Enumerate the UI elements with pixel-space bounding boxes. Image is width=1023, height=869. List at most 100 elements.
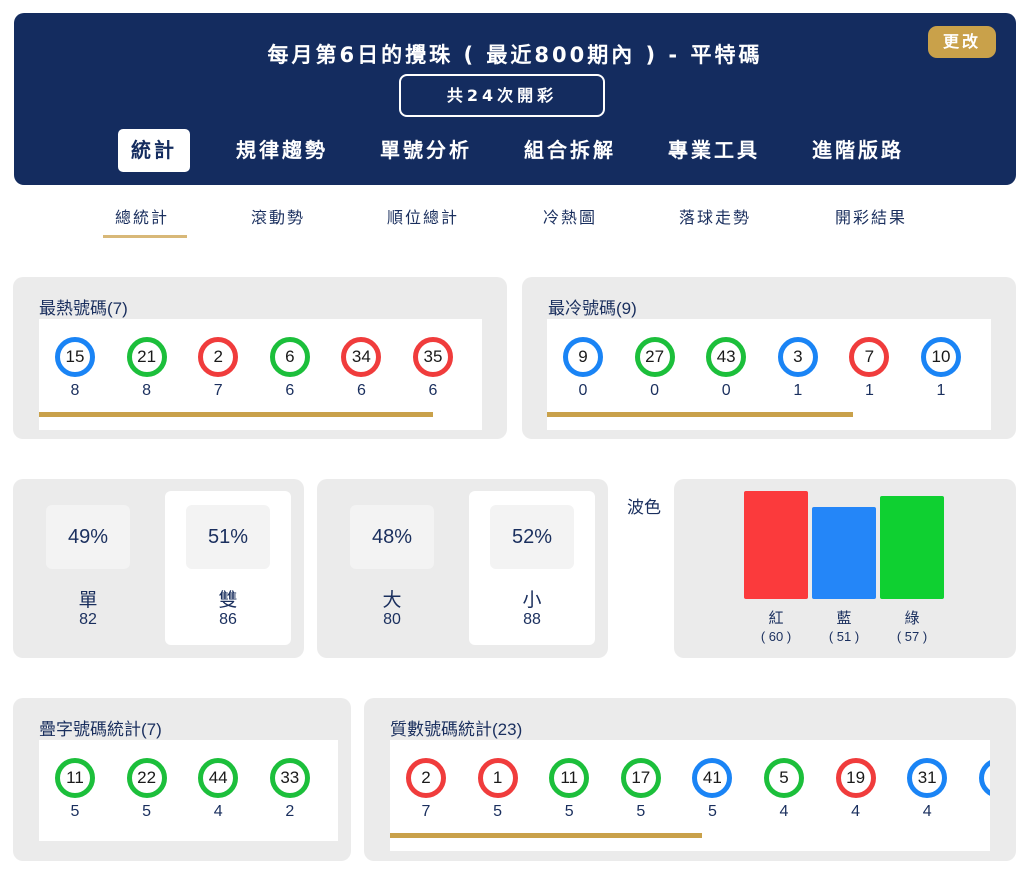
tab-trends[interactable]: 規律趨勢	[236, 138, 328, 162]
odd-even-card: 49% 單 82 51% 雙 86	[13, 479, 304, 658]
ball-item[interactable]: 44 4	[188, 758, 248, 821]
number-ball: 7	[849, 337, 890, 377]
ball-count: 0	[650, 382, 660, 399]
ball-count: 7	[213, 382, 223, 399]
ball-item[interactable]: 41 5	[682, 758, 742, 821]
subtab-position[interactable]: 順位總計	[387, 208, 460, 227]
ball-item[interactable]: 11 5	[539, 758, 599, 821]
big-label: 大	[382, 590, 402, 611]
ball-count: 6	[285, 382, 295, 399]
main-tabs: 統計 規律趨勢 單號分析 組合拆解 專業工具 進階版路	[14, 129, 1016, 173]
ball-item[interactable]: 31 4	[897, 758, 957, 821]
number-ball: 9	[563, 337, 603, 377]
number-ball: 31	[907, 758, 948, 798]
even-count: 86	[219, 611, 237, 628]
big-box: 48% 大 80	[329, 491, 455, 645]
tab-stats[interactable]: 統計	[118, 129, 190, 172]
wave-bar-label: 綠	[904, 610, 920, 627]
number-ball: 5	[764, 758, 804, 798]
ball-item[interactable]: 34 6	[331, 337, 391, 400]
ball-count: 4	[922, 803, 932, 820]
wave-bar-label: 藍	[836, 610, 852, 627]
wave-bar-value: ( 51 )	[828, 629, 860, 644]
number-ball: 19	[835, 758, 876, 798]
wave-color-card: 紅 ( 60 ) 藍 ( 51 ) 綠 ( 57 )	[674, 479, 1016, 658]
ball-count: 7	[421, 803, 431, 820]
change-button[interactable]: 更改	[928, 26, 996, 58]
odd-label: 單	[78, 590, 98, 611]
prime-numbers-list[interactable]: 2715115175415541943143	[390, 740, 990, 851]
ball-count: 6	[356, 382, 366, 399]
tab-combination[interactable]: 組合拆解	[524, 138, 616, 162]
ball-item[interactable]: 21 8	[117, 337, 177, 400]
number-ball: 2	[198, 337, 239, 377]
repeat-numbers-card: 疊字號碼統計(7) 11 5 22 5 44 4 33 2	[13, 698, 351, 861]
ball-item[interactable]: 19 4	[826, 758, 886, 821]
ball-count: 1	[936, 382, 946, 399]
number-ball: 3	[777, 337, 818, 377]
number-ball: 41	[692, 758, 733, 798]
header-panel: 每月第6日的攪珠 ( 最近800期內 ) - 平特碼 更改 共24次開彩 統計 …	[14, 13, 1016, 185]
subtab-ball-trend[interactable]: 落球走勢	[679, 208, 752, 227]
ball-count: 2	[285, 803, 295, 820]
tab-pro-tools[interactable]: 專業工具	[668, 138, 760, 162]
wave-bar	[744, 491, 808, 599]
ball-count: 8	[142, 382, 152, 399]
repeat-numbers-title: 疊字號碼統計(7)	[39, 720, 162, 739]
wave-bar-value: ( 57 )	[896, 629, 928, 644]
subtab-rolling[interactable]: 滾動勢	[251, 208, 306, 227]
ball-item[interactable]: 27 0	[625, 337, 685, 400]
number-ball: 1	[477, 758, 518, 798]
subtab-heatmap[interactable]: 冷熱圖	[543, 208, 598, 227]
prime-scrollbar[interactable]	[390, 833, 702, 838]
ball-item[interactable]: 11 5	[45, 758, 105, 821]
ball-count: 6	[428, 382, 438, 399]
odd-percent: 49%	[46, 505, 130, 569]
wave-bar	[812, 507, 876, 599]
cold-progress-bar	[547, 412, 853, 417]
ball-item[interactable]: 33 2	[260, 758, 320, 821]
small-count: 88	[523, 611, 541, 628]
ball-item[interactable]: 3	[969, 758, 990, 803]
number-ball: 15	[55, 337, 95, 377]
ball-item[interactable]: 43 0	[696, 337, 756, 400]
subtab-results[interactable]: 開彩結果	[835, 208, 908, 227]
subtab-overall[interactable]: 總統計	[115, 208, 170, 227]
even-box: 51% 雙 86	[165, 491, 291, 645]
sub-tabs: 總統計 滾動勢 順位總計 冷熱圖 落球走勢 開彩結果	[0, 204, 1023, 244]
number-ball: 6	[269, 337, 310, 377]
ball-count: 8	[70, 382, 80, 399]
big-small-card: 48% 大 80 52% 小 88	[317, 479, 608, 658]
ball-item[interactable]: 22 5	[117, 758, 177, 821]
ball-count: 4	[779, 803, 789, 820]
number-ball: 34	[341, 337, 382, 377]
ball-count: 1	[864, 382, 874, 399]
tab-single-analysis[interactable]: 單號分析	[380, 138, 472, 162]
ball-item[interactable]: 35 6	[403, 337, 463, 400]
number-ball: 2	[406, 758, 446, 798]
prime-numbers-card: 質數號碼統計(23) 2715115175415541943143	[364, 698, 1016, 861]
ball-item[interactable]: 10 1	[911, 337, 971, 400]
ball-item[interactable]: 15 8	[45, 337, 105, 400]
small-percent: 52%	[490, 505, 574, 569]
number-ball: 3	[978, 758, 990, 798]
small-box: 52% 小 88	[469, 491, 595, 645]
hot-numbers-card: 最熱號碼(7) 15 8 21 8 2 7 6 6 34 6 35 6	[13, 277, 507, 439]
odd-box: 49% 單 82	[25, 491, 151, 645]
tab-advanced[interactable]: 進階版路	[812, 138, 904, 162]
number-ball: 10	[921, 337, 961, 377]
ball-count: 5	[564, 803, 574, 820]
number-ball: 17	[620, 758, 661, 798]
number-ball: 11	[55, 758, 95, 798]
wave-bar	[880, 496, 944, 599]
draw-count-button[interactable]: 共24次開彩	[399, 74, 605, 117]
ball-item[interactable]: 17 5	[611, 758, 671, 821]
